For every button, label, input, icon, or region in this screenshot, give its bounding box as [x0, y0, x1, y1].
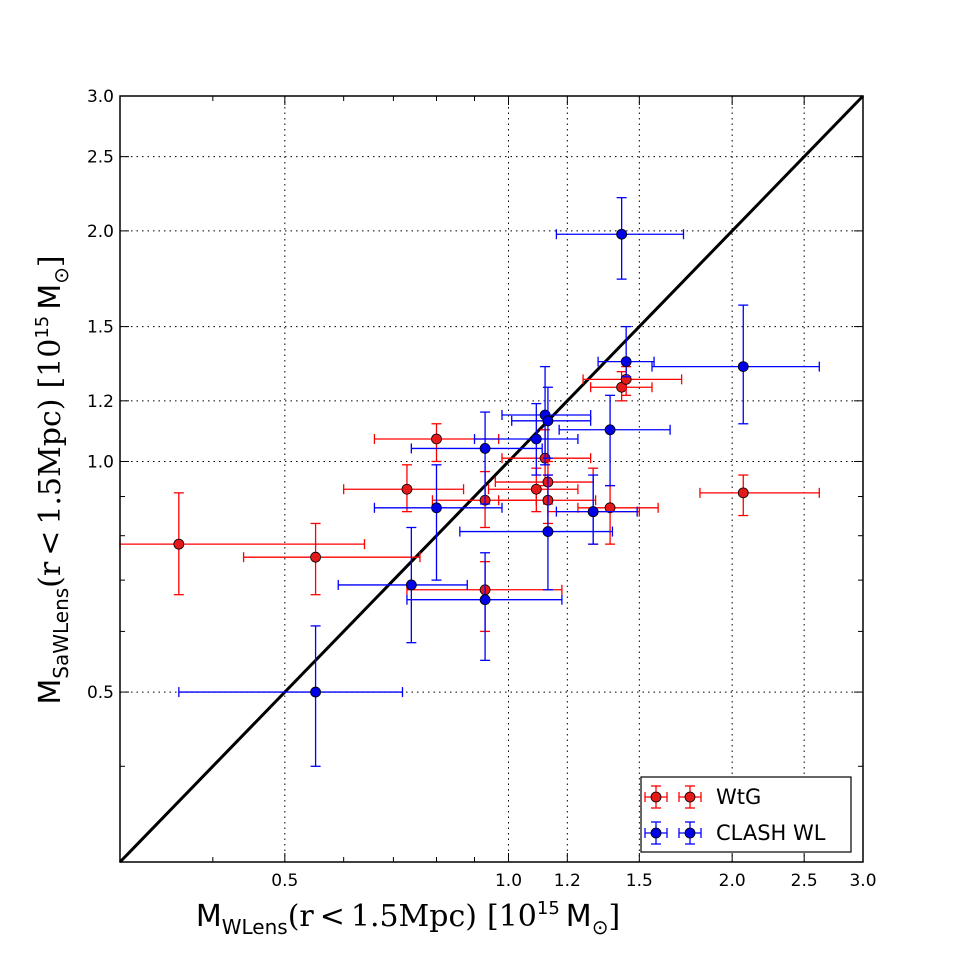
data-point [558, 394, 671, 487]
x-label-condition: (r < 1.5Mpc) [288, 899, 477, 934]
y-tick-label: 1.5 [87, 318, 114, 338]
data-point [119, 492, 366, 596]
marker [479, 594, 491, 606]
y-axis-label: MSaWLens(r < 1.5Mpc)[1015M⊙] [32, 255, 73, 704]
data-point [597, 325, 655, 378]
y-label-main: M [33, 679, 68, 705]
data-point [373, 423, 500, 463]
data-point [343, 464, 465, 513]
x-tick-label: 1.0 [495, 871, 522, 891]
y-label-sub: SaWLens [49, 588, 73, 679]
data-point [242, 522, 421, 596]
marker [737, 361, 749, 373]
svg-text:MSaWLens(r < 1.5Mpc)[1015M⊙]: MSaWLens(r < 1.5Mpc)[1015M⊙] [32, 255, 73, 704]
x-tick-label: 2.5 [791, 871, 818, 891]
axis-ticks: 0.5 1.0 1.2 1.5 2.0 2.5 3.0 0.5 1.0 1.2 1.5 2.0 2.5 3… [87, 87, 877, 891]
data-point [590, 370, 653, 402]
y-label-unit-close: ] [33, 255, 68, 267]
marker [530, 433, 542, 445]
data-point [459, 474, 614, 591]
y-tick-label: 1.0 [87, 452, 114, 472]
x-label-unit-mass: M [566, 899, 592, 934]
x-tick-label: 1.2 [554, 871, 581, 891]
y-label-condition: (r < 1.5Mpc) [33, 399, 68, 588]
y-label-unit-mass: M [33, 284, 68, 310]
y-tick-label: 2.5 [87, 148, 114, 168]
legend-label: WtG [716, 785, 761, 809]
x-label-main: M [196, 899, 222, 934]
series-clash-wl [178, 197, 820, 767]
y-label-sun-symbol: ⊙ [49, 267, 73, 284]
legend-marker [650, 827, 662, 839]
x-tick-label: 2.0 [719, 871, 746, 891]
marker [173, 538, 185, 550]
x-label-unit-open: [10 [487, 899, 537, 934]
data-point [699, 474, 820, 517]
data-point [178, 625, 404, 767]
marker [616, 228, 628, 240]
data-point [337, 526, 468, 644]
y-tick-label: 3.0 [87, 87, 114, 107]
marker [530, 483, 542, 495]
data-series [119, 197, 820, 767]
data-point [431, 470, 537, 529]
data-point [410, 411, 543, 505]
legend-box [640, 776, 852, 853]
marker [620, 356, 632, 368]
series-wtg [119, 365, 820, 633]
data-point [651, 304, 820, 425]
one-to-one-line [118, 94, 865, 864]
y-label-unit-open: [10 [33, 339, 68, 389]
y-tick-label: 0.5 [87, 683, 114, 703]
x-tick-label: 3.0 [849, 871, 876, 891]
marker [542, 526, 554, 537]
plot-frame [119, 95, 864, 863]
marker [542, 415, 554, 427]
data-point [373, 464, 503, 581]
data-point [555, 474, 638, 545]
marker [401, 483, 413, 495]
data-point [406, 552, 563, 662]
data-point [511, 386, 592, 459]
y-tick-label: 1.2 [87, 392, 114, 412]
legend-marker [684, 791, 696, 803]
marker [431, 433, 442, 445]
legend-marker [684, 827, 696, 839]
marker [587, 506, 599, 518]
y-label-exponent: 15 [32, 316, 53, 339]
data-point [501, 365, 592, 466]
marker [431, 502, 442, 514]
marker [604, 424, 616, 436]
marker [737, 487, 749, 499]
reference-line-group [118, 94, 865, 864]
marker [310, 686, 321, 698]
data-point [473, 402, 579, 476]
marker [405, 579, 417, 591]
x-label-sub: WLens [222, 915, 288, 939]
legend-item-clash-wl: CLASH WL [644, 821, 826, 845]
x-label-sun-symbol: ⊙ [592, 915, 609, 939]
y-tick-label: 2.0 [87, 222, 114, 242]
marker [479, 443, 491, 454]
data-point [555, 197, 685, 280]
legend: WtG CLASH WL [640, 776, 852, 853]
x-label-exponent: 15 [537, 898, 560, 919]
marker [310, 551, 321, 563]
x-label-unit-close: ] [608, 899, 620, 934]
legend-marker [650, 791, 662, 803]
x-tick-label: 0.5 [271, 871, 298, 891]
legend-item-wtg: WtG [644, 785, 761, 809]
svg-text:MWLens(r < 1.5Mpc)[1015M⊙]: MWLens(r < 1.5Mpc) [1015 M⊙] [196, 898, 620, 939]
x-axis-label: MWLens(r < 1.5Mpc) [1015 M⊙] [196, 898, 620, 939]
legend-label: CLASH WL [716, 821, 826, 845]
x-tick-label: 1.5 [626, 871, 653, 891]
marker [604, 502, 616, 514]
